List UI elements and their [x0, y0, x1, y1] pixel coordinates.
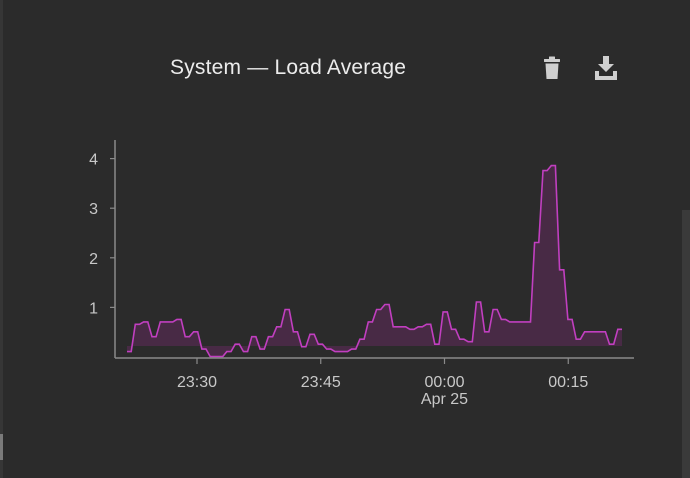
y-tick-label: 4 [89, 152, 98, 169]
x-tick-sublabel: Apr 25 [421, 391, 468, 408]
x-tick-label: 23:45 [301, 374, 341, 391]
left-edge-marker [0, 434, 3, 460]
scrollbar[interactable] [682, 210, 690, 478]
y-tick-label: 3 [89, 201, 98, 218]
series-line [127, 164, 622, 358]
y-tick-label: 1 [89, 300, 98, 317]
left-edge-bar [0, 0, 3, 478]
x-tick-label: 00:15 [548, 374, 588, 391]
download-icon [595, 56, 617, 80]
panel-title: System — Load Average [170, 56, 407, 79]
y-tick-label: 2 [89, 251, 98, 268]
x-tick-label: 00:00 [424, 374, 464, 391]
x-tick-label: 23:30 [177, 374, 217, 391]
series-area-fill [127, 165, 622, 357]
trash-icon [544, 56, 560, 79]
delete-button[interactable] [537, 53, 567, 83]
download-button[interactable] [591, 53, 621, 83]
